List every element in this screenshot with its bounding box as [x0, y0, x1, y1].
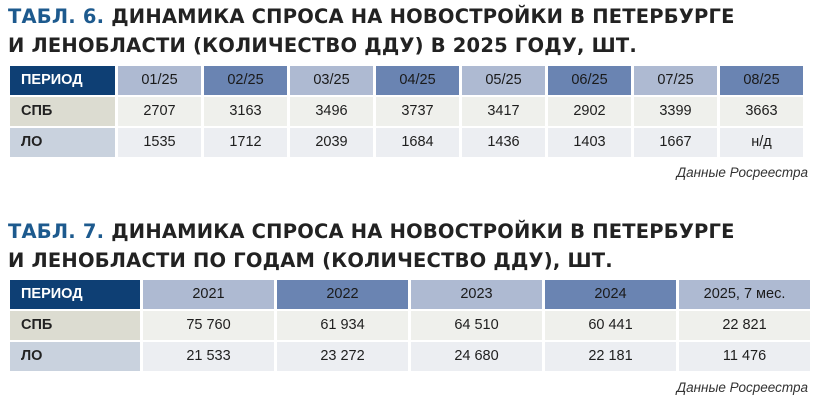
table6-header-cell: 07/25: [634, 66, 717, 95]
table7-cell: 75 760: [143, 311, 274, 340]
table7-title-line2: И ЛЕНОБЛАСТИ ПО ГОДАМ (КОЛИЧЕСТВО ДДУ), …: [8, 249, 613, 272]
table7-title-line1: ДИНАМИКА СПРОСА НА НОВОСТРОЙКИ В ПЕТЕРБУ…: [111, 220, 735, 243]
table6-cell: 3496: [290, 97, 373, 126]
table6-row-label: ЛО: [10, 128, 115, 157]
table6-cell: 3663: [720, 97, 803, 126]
table6-tag: ТАБЛ. 6.: [8, 5, 105, 28]
table6-cell: 1436: [462, 128, 545, 157]
table7-row-lo: ЛО 21 533 23 272 24 680 22 181 11 476: [10, 342, 810, 371]
table6-title-line1: ДИНАМИКА СПРОСА НА НОВОСТРОЙКИ В ПЕТЕРБУ…: [111, 5, 735, 28]
table6-cell: 1684: [376, 128, 459, 157]
table6-header-cell: 06/25: [548, 66, 631, 95]
table7-header-period: ПЕРИОД: [10, 280, 140, 309]
table6-header-row: ПЕРИОД 01/25 02/25 03/25 04/25 05/25 06/…: [10, 66, 803, 95]
table6-cell: 1535: [118, 128, 201, 157]
table6-cell: н/д: [720, 128, 803, 157]
table7-cell: 22 181: [545, 342, 676, 371]
table7-header-cell: 2025, 7 мес.: [679, 280, 810, 309]
table7-row-spb: СПБ 75 760 61 934 64 510 60 441 22 821: [10, 311, 810, 340]
table6-header-period: ПЕРИОД: [10, 66, 115, 95]
table7-cell: 21 533: [143, 342, 274, 371]
table6-cell: 2039: [290, 128, 373, 157]
table6-header-cell: 03/25: [290, 66, 373, 95]
table7-header-cell: 2022: [277, 280, 408, 309]
table7-cell: 23 272: [277, 342, 408, 371]
table6-row-label: СПБ: [10, 97, 115, 126]
table6-cell: 3737: [376, 97, 459, 126]
table6-title-line2: И ЛЕНОБЛАСТИ (КОЛИЧЕСТВО ДДУ) В 2025 ГОД…: [8, 34, 638, 57]
table7-row-label: ЛО: [10, 342, 140, 371]
table6-cell: 1667: [634, 128, 717, 157]
table6-cell: 2902: [548, 97, 631, 126]
table6-source-note: Данные Росреестра: [676, 165, 808, 180]
table7-cell: 64 510: [411, 311, 542, 340]
table7-cell: 24 680: [411, 342, 542, 371]
table7-tag: ТАБЛ. 7.: [8, 220, 105, 243]
table6-title: ТАБЛ. 6. ДИНАМИКА СПРОСА НА НОВОСТРОЙКИ …: [8, 2, 735, 60]
table7-cell: 61 934: [277, 311, 408, 340]
table7-cell: 60 441: [545, 311, 676, 340]
table7-header-cell: 2021: [143, 280, 274, 309]
table6-cell: 1712: [204, 128, 287, 157]
table6-cell: 2707: [118, 97, 201, 126]
table6-header-cell: 05/25: [462, 66, 545, 95]
table6-header-cell: 01/25: [118, 66, 201, 95]
table7-row-label: СПБ: [10, 311, 140, 340]
table6-header-cell: 02/25: [204, 66, 287, 95]
table6-cell: 3417: [462, 97, 545, 126]
table7-title: ТАБЛ. 7. ДИНАМИКА СПРОСА НА НОВОСТРОЙКИ …: [8, 217, 735, 275]
table6-cell: 1403: [548, 128, 631, 157]
table7-header-cell: 2024: [545, 280, 676, 309]
table6-row-spb: СПБ 2707 3163 3496 3737 3417 2902 3399 3…: [10, 97, 803, 126]
table6-row-lo: ЛО 1535 1712 2039 1684 1436 1403 1667 н/…: [10, 128, 803, 157]
table7-cell: 11 476: [679, 342, 810, 371]
table7-source-note: Данные Росреестра: [676, 380, 808, 395]
table6-header-cell: 04/25: [376, 66, 459, 95]
table7-header-row: ПЕРИОД 2021 2022 2023 2024 2025, 7 мес.: [10, 280, 810, 309]
table6-cell: 3163: [204, 97, 287, 126]
table7-header-cell: 2023: [411, 280, 542, 309]
table7-cell: 22 821: [679, 311, 810, 340]
table6-header-cell: 08/25: [720, 66, 803, 95]
table6-cell: 3399: [634, 97, 717, 126]
